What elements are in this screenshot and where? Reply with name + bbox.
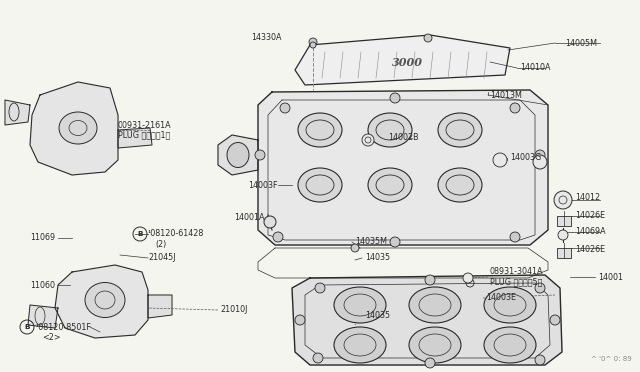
Ellipse shape — [85, 282, 125, 317]
Circle shape — [313, 353, 323, 363]
Text: 14003G: 14003G — [510, 154, 541, 163]
Ellipse shape — [409, 287, 461, 323]
Circle shape — [273, 232, 283, 242]
Polygon shape — [148, 295, 172, 318]
Text: 08931-3041A: 08931-3041A — [490, 267, 543, 276]
Circle shape — [535, 355, 545, 365]
Circle shape — [533, 155, 547, 169]
Text: B: B — [137, 231, 143, 237]
Bar — [557, 216, 571, 226]
Text: 14069A: 14069A — [575, 228, 605, 237]
Circle shape — [295, 315, 305, 325]
Text: 11069: 11069 — [30, 234, 55, 243]
Polygon shape — [30, 82, 118, 175]
Ellipse shape — [59, 112, 97, 144]
Circle shape — [550, 315, 560, 325]
Circle shape — [554, 191, 572, 209]
Text: PLUG プラグ（5）: PLUG プラグ（5） — [490, 278, 542, 286]
Polygon shape — [218, 135, 258, 175]
Text: PLUG プラグ（1）: PLUG プラグ（1） — [118, 131, 170, 140]
Text: 14035M: 14035M — [355, 237, 387, 247]
Text: 21010J: 21010J — [220, 305, 248, 314]
Circle shape — [424, 34, 432, 42]
Text: 14001: 14001 — [598, 273, 623, 282]
Polygon shape — [118, 128, 152, 148]
Circle shape — [463, 273, 473, 283]
Text: 14003F: 14003F — [248, 180, 278, 189]
Text: ¹08120-8501F: ¹08120-8501F — [35, 323, 91, 331]
Circle shape — [425, 358, 435, 368]
Polygon shape — [5, 100, 30, 125]
Text: 14013M: 14013M — [490, 90, 522, 99]
Polygon shape — [295, 35, 510, 85]
Text: 14005M: 14005M — [565, 38, 597, 48]
Ellipse shape — [334, 327, 386, 363]
Text: 14010A: 14010A — [520, 64, 550, 73]
Ellipse shape — [362, 134, 374, 146]
Text: 14330A: 14330A — [252, 33, 282, 42]
Ellipse shape — [334, 287, 386, 323]
Ellipse shape — [484, 287, 536, 323]
Ellipse shape — [368, 168, 412, 202]
Ellipse shape — [409, 327, 461, 363]
Circle shape — [510, 103, 520, 113]
Text: 14002B: 14002B — [388, 134, 419, 142]
Circle shape — [390, 237, 400, 247]
Text: 21045J: 21045J — [148, 253, 175, 263]
Polygon shape — [258, 90, 548, 245]
Circle shape — [280, 103, 290, 113]
Text: 00931-2161A: 00931-2161A — [118, 121, 172, 129]
Text: 14035: 14035 — [365, 311, 390, 320]
Text: 14003E: 14003E — [486, 294, 516, 302]
Ellipse shape — [227, 142, 249, 167]
Text: 14035: 14035 — [365, 253, 390, 263]
Text: 14026E: 14026E — [575, 244, 605, 253]
Text: B: B — [24, 324, 29, 330]
Text: 14026E: 14026E — [575, 211, 605, 219]
Text: 11060: 11060 — [30, 280, 55, 289]
Circle shape — [558, 230, 568, 240]
Circle shape — [315, 283, 325, 293]
Circle shape — [255, 150, 265, 160]
Polygon shape — [292, 275, 562, 365]
Ellipse shape — [438, 168, 482, 202]
Circle shape — [535, 150, 545, 160]
Circle shape — [535, 283, 545, 293]
Text: 3000: 3000 — [392, 57, 422, 67]
Circle shape — [351, 244, 359, 252]
Text: <2>: <2> — [42, 333, 61, 341]
Text: ^ '0^ 0: 89: ^ '0^ 0: 89 — [591, 356, 632, 362]
Bar — [557, 248, 571, 258]
Text: ¹08120-61428: ¹08120-61428 — [148, 230, 204, 238]
Polygon shape — [55, 265, 148, 338]
Circle shape — [309, 38, 317, 46]
Ellipse shape — [368, 113, 412, 147]
Circle shape — [310, 42, 316, 48]
Ellipse shape — [298, 113, 342, 147]
Text: 14001A: 14001A — [234, 214, 265, 222]
Ellipse shape — [484, 327, 536, 363]
Circle shape — [510, 232, 520, 242]
Circle shape — [264, 216, 276, 228]
Circle shape — [390, 93, 400, 103]
Ellipse shape — [438, 113, 482, 147]
Ellipse shape — [298, 168, 342, 202]
Circle shape — [425, 275, 435, 285]
Text: (2): (2) — [155, 240, 166, 248]
Polygon shape — [28, 305, 58, 328]
Text: 14012: 14012 — [575, 193, 600, 202]
